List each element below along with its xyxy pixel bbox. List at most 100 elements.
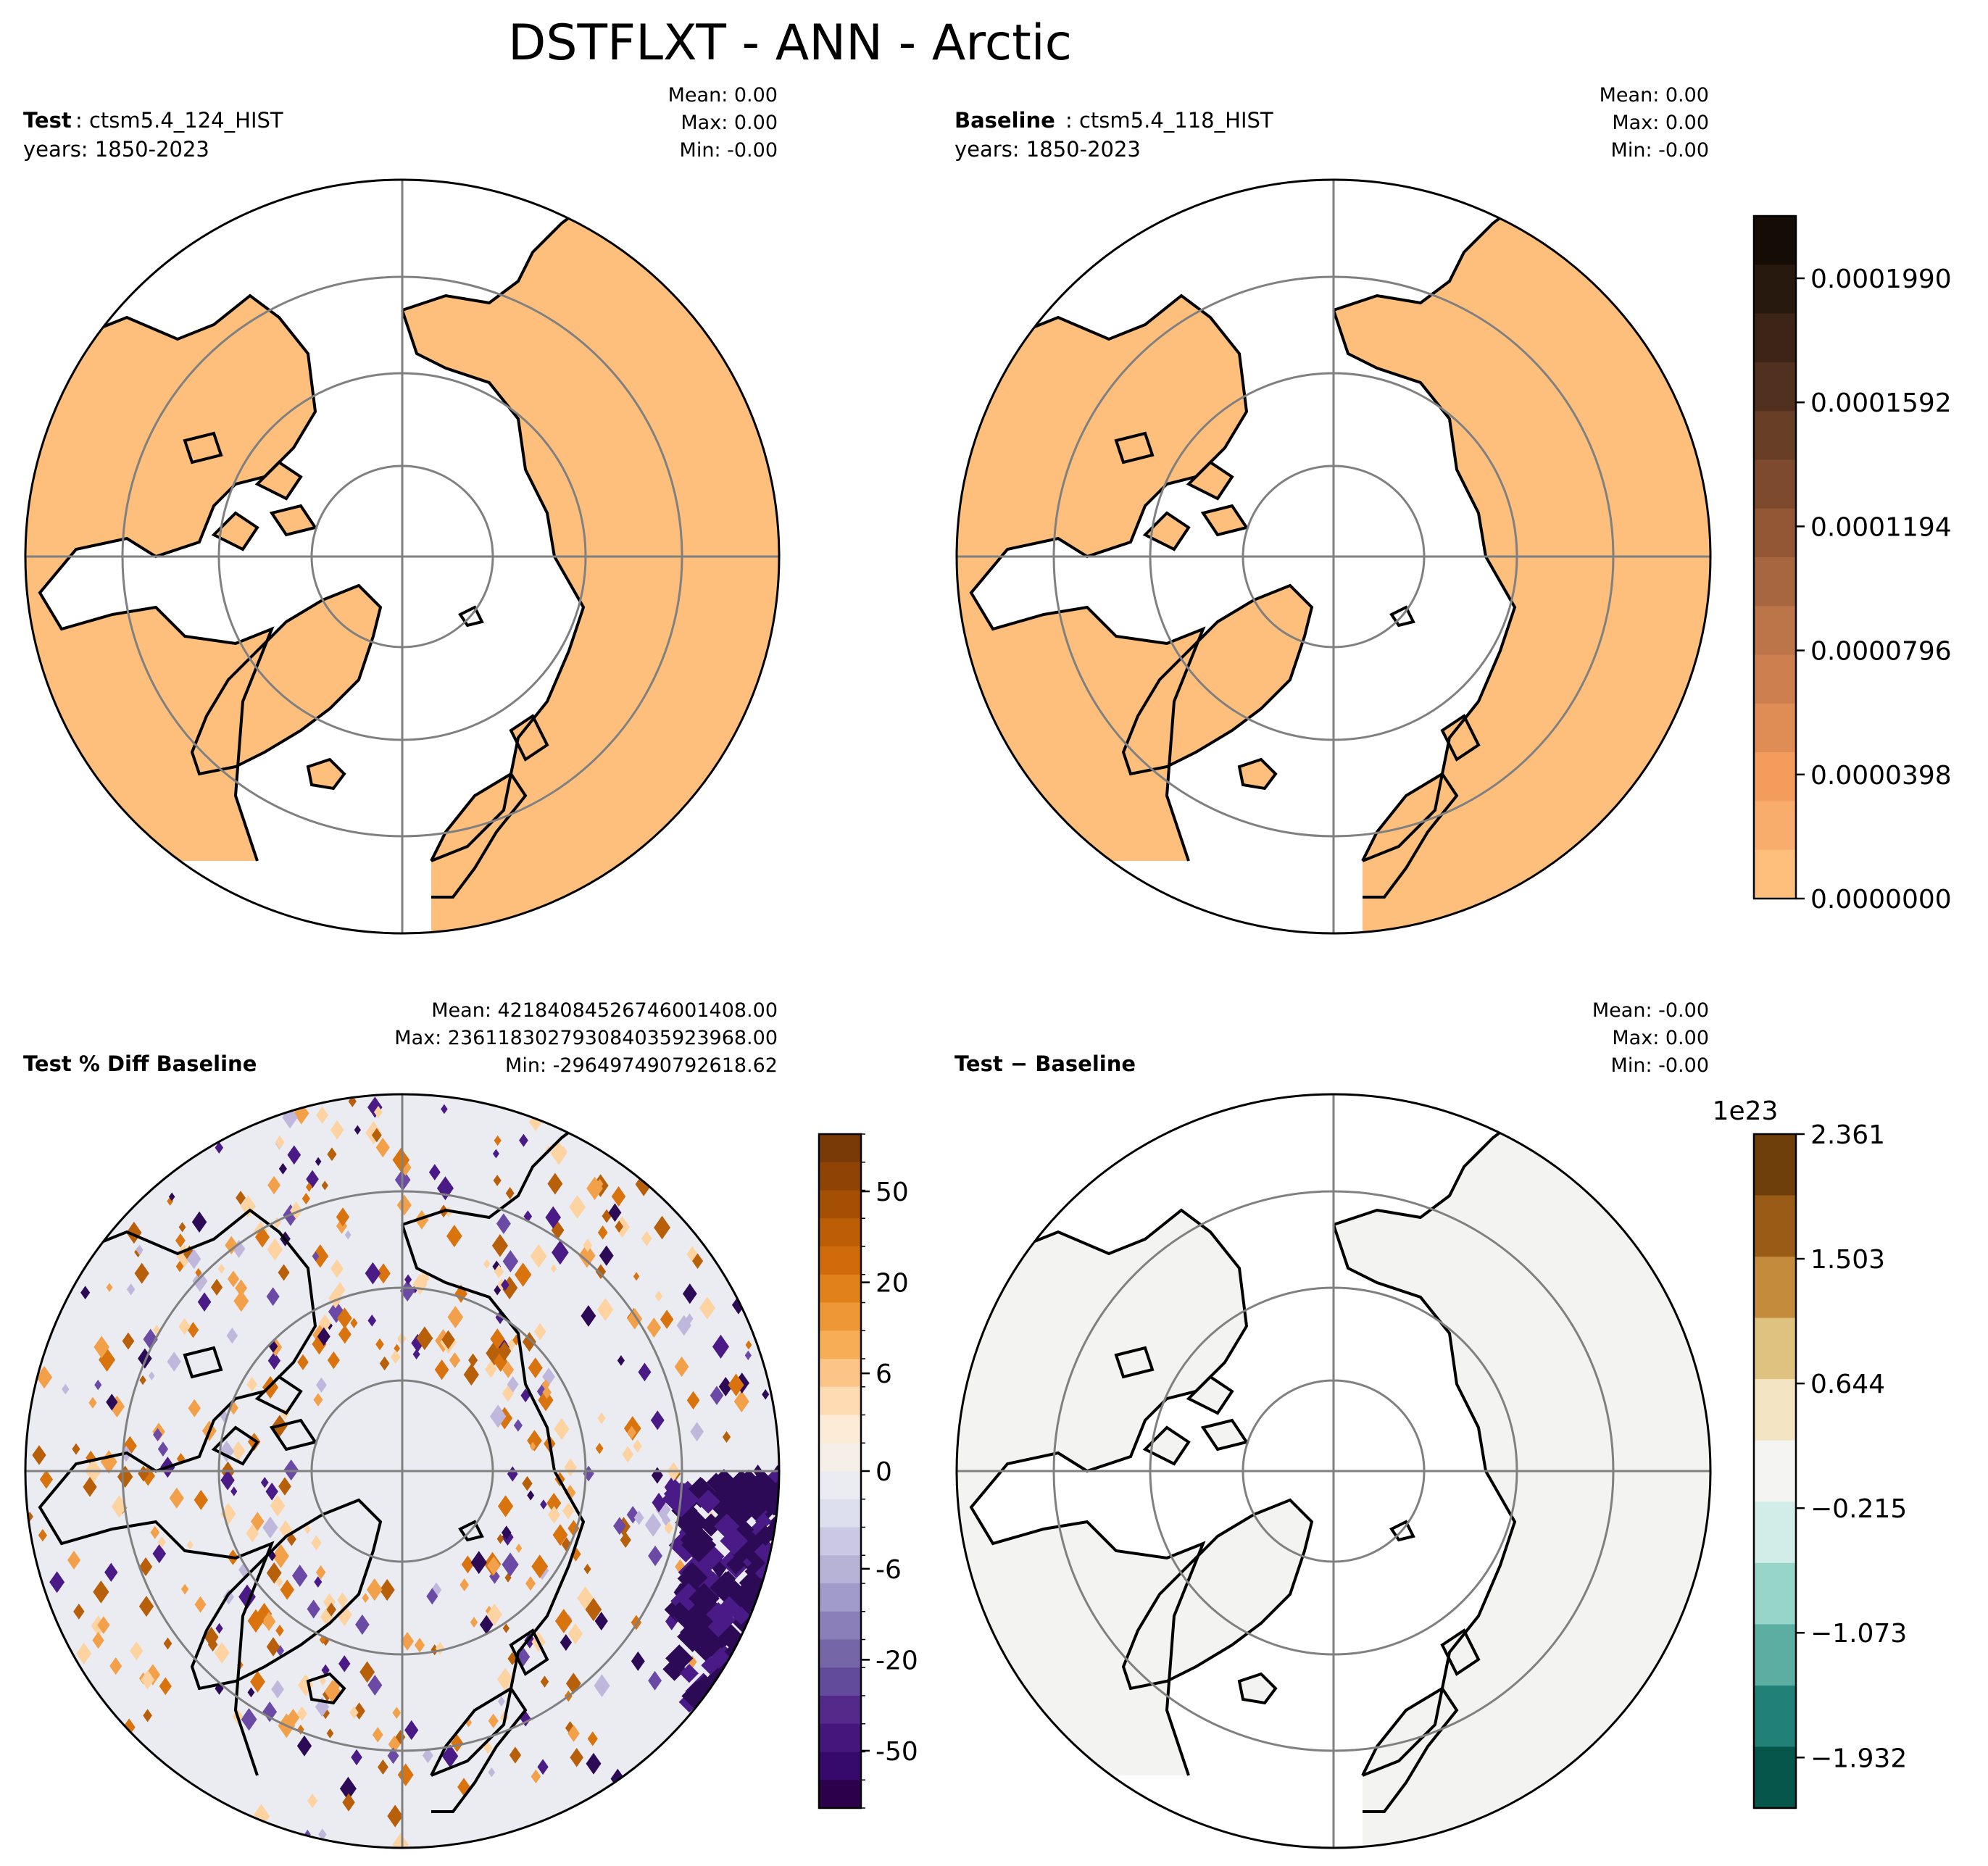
pct-diff-speckle [699,1296,715,1320]
colorbar-segment [1754,752,1796,802]
pct-diff-speckle [755,1512,772,1530]
pct-diff-speckle [375,1137,390,1158]
pct-diff-speckle [326,1728,334,1738]
pct-diff-speckle [468,1353,478,1367]
colorbar-tick-label: 0.0001194 [1810,512,1952,542]
pct-diff-speckle [316,1377,327,1393]
pct-diff-speckle [392,1833,409,1848]
pct-diff-speckle [152,1544,167,1564]
pct-diff-speckle [485,1360,497,1378]
colorbar-segment [1754,1562,1796,1625]
pct-diff-speckle [611,1186,626,1207]
pct-diff-speckle [742,1652,773,1683]
colorbar-segment [819,1639,861,1668]
pct-diff-speckle [367,1675,383,1696]
pct-diff-speckle [400,1631,415,1651]
pct-diff-speckle [664,1521,673,1535]
pct-diff-speckle [334,1282,346,1298]
pct-diff-speckle [178,1317,191,1336]
pct-diff-speckle [415,1209,429,1230]
pct-diff-speckle [187,1322,199,1338]
pct-diff-speckle [679,1664,699,1683]
pct-diff-speckle [186,1540,194,1550]
pct-diff-speckle [396,1194,412,1216]
colorbar-segment [819,1780,861,1809]
pct-diff-speckle [379,1579,395,1601]
pct-diff-speckle [236,1191,246,1205]
colorbar-segment [1754,801,1796,851]
pct-diff-speckle [669,1601,690,1623]
colorbar-segment [819,1218,861,1247]
pct-diff-speckle [111,1495,128,1518]
pct-diff-speckle [337,1307,352,1329]
pct-diff-speckle [514,1262,532,1287]
colorbar-segment [819,1583,861,1612]
pct-diff-speckle [336,1207,350,1227]
pct-diff-speckle [465,1717,473,1728]
pct-diff-speckle [49,1571,65,1594]
pct-diff-speckle [134,1262,149,1284]
pct-diff-speckle [143,1709,152,1723]
pct-diff-speckle [578,1244,596,1268]
pct-diff-speckle [315,1565,326,1580]
pct-diff-speckle [496,1213,511,1234]
pct-diff-speckle [560,1146,567,1157]
pct-diff-speckle [633,1272,640,1281]
baseline-map [957,180,1710,933]
pct-diff-speckle [337,1592,348,1608]
pct-diff-speckle [266,1562,282,1584]
pct-diff-speckle [94,1379,102,1391]
pct-diff-speckle [699,1513,723,1537]
colorbar-segment [819,1386,861,1416]
pct-diff-speckle [180,1583,189,1595]
pct-diff-speckle [682,1283,697,1304]
pct-diff-speckle [733,1390,749,1412]
test-mean: Mean: 0.00 [668,84,778,107]
pct-diff-speckle [652,1492,666,1513]
pct-diff-speckle [674,1356,689,1378]
pct-diff-speckle [567,1623,583,1645]
pct-diff-map [25,1094,779,1848]
pct-diff-speckle [586,1176,603,1201]
diff-mean: Mean: -0.00 [1592,999,1709,1022]
pct-diff-speckle [222,1588,234,1605]
pct-diff-speckle [470,1551,487,1575]
colorbar-segment [819,1667,861,1696]
pct-diff-speckle [365,1262,381,1285]
colorbar-tick-label: 0.644 [1810,1370,1885,1399]
pct-diff-speckle [595,1442,604,1454]
pct-diff-speckle [641,1230,652,1246]
pct-diff-speckle [76,1642,92,1665]
pct-diff-speckle [766,1633,779,1666]
pct-diff-speckle [608,1203,622,1223]
figure-title: DSTFLXT - ANN - Arctic [508,14,1072,72]
pct-diff-speckle [379,1356,390,1371]
pct-diff-speckle [313,1393,323,1407]
pct-diff-speckle [238,1562,250,1578]
pct-diff-speckle [296,1706,307,1722]
pct-diff-speckle [620,1532,631,1548]
pct-diff-speckle [745,1340,752,1350]
panel-baseline: Baseline : ctsm5.4_118_HIST years: 1850-… [955,84,1712,935]
pct-diff-speckle [585,1597,602,1622]
pct-diff-speckle [768,1680,779,1704]
pct-diff-speckle [412,1349,420,1360]
pct-diff-speckle [490,1328,505,1349]
pct-diff-speckle [290,1201,303,1220]
colorbar-tick-label: 0.0000398 [1810,761,1952,791]
pct-diff-speckle [267,1351,281,1370]
pct-diff-speckle [169,1487,184,1509]
pct-diff-speckle [531,1554,549,1578]
pct-diff-speckle [488,1713,499,1728]
pct-diff-speckle [318,1314,331,1333]
colorbar-segment [819,1274,861,1304]
pct-diff-speckle [677,1621,708,1652]
pct-diff-speckle [342,1793,355,1812]
pct-diff-speckle [312,1251,320,1262]
pct-diff-speckle [525,1576,536,1591]
pct-diff-speckle [330,1120,344,1140]
pct-diff-speckle [267,1175,281,1195]
colorbar-tick-label: 0.0001592 [1810,388,1952,418]
pct-diff-speckle [376,1263,391,1284]
